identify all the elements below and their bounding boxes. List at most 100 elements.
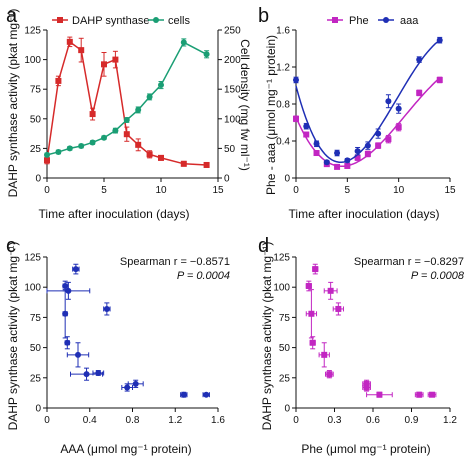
y2-tick-label: 100 xyxy=(224,114,241,125)
x-tick-label: 15 xyxy=(212,185,224,196)
panel-b-series-phe xyxy=(293,76,443,170)
panel-a-ylabel-left: DAHP synthase activity (pkat mg⁻¹) xyxy=(6,9,20,198)
data-point xyxy=(64,339,71,346)
panel-b-legend: Phe aaa xyxy=(327,15,419,27)
y-tick-label: 1.2 xyxy=(276,63,290,74)
panel-c-ylabel: DAHP synthase activity (pkat mg⁻¹) xyxy=(6,242,20,431)
panel-b-xlabel: Time after inoculation (days) xyxy=(289,207,440,221)
data-point xyxy=(354,154,361,161)
data-point xyxy=(416,391,423,398)
data-point xyxy=(78,47,85,54)
data-point xyxy=(416,56,423,63)
panel-c-letter: c xyxy=(6,235,16,257)
panel-b-ylabel: Phe - aaa (μmol mg⁻¹ protein) xyxy=(264,35,278,195)
data-point xyxy=(436,76,443,83)
x-tick-label: 0.3 xyxy=(328,415,342,426)
y-tick-label: 75 xyxy=(30,85,42,96)
y-tick-label: 25 xyxy=(30,144,42,155)
data-point xyxy=(180,39,187,46)
data-point xyxy=(65,287,72,294)
data-point xyxy=(344,157,351,164)
data-point xyxy=(55,148,62,155)
data-point xyxy=(158,82,164,89)
data-point xyxy=(146,151,153,158)
data-point xyxy=(62,310,69,317)
y-tick-label: 0 xyxy=(35,174,41,185)
x-tick-label: 10 xyxy=(393,185,405,196)
panel-b-axes: 0 5 10 15 0 0.4 0.8 1.2 1.6 xyxy=(276,26,456,197)
x-tick-label: 0 xyxy=(44,415,50,426)
data-point xyxy=(101,61,107,68)
x-tick-label: 1.2 xyxy=(168,415,182,426)
y-tick-label: 0 xyxy=(35,404,41,415)
data-point xyxy=(364,142,371,149)
data-point xyxy=(416,89,423,96)
y-tick-label: 75 xyxy=(279,313,291,324)
data-point xyxy=(203,391,210,398)
panel-b-series-aaa xyxy=(293,36,443,166)
y-tick-label: 100 xyxy=(24,55,41,66)
data-point xyxy=(158,154,164,161)
x-tick-label: 0.4 xyxy=(83,415,97,426)
panel-c-points xyxy=(46,263,210,398)
data-point xyxy=(66,145,73,152)
data-point xyxy=(101,134,107,141)
data-point xyxy=(55,77,62,84)
data-point xyxy=(103,305,110,312)
data-point xyxy=(135,106,142,113)
y2-tick-label: 0 xyxy=(224,174,230,185)
panel-a-xlabel: Time after inoculation (days) xyxy=(39,207,190,221)
data-point xyxy=(305,282,312,289)
panel-d-ylabel: DAHP synthase activity (pkat mg⁻¹) xyxy=(260,242,274,431)
panel-a-ylabel-right: Cell density (mg fw ml⁻¹) xyxy=(238,39,252,171)
panel-d-spearman: Spearman r = −0.8297 xyxy=(354,256,464,268)
x-tick-label: 5 xyxy=(345,185,351,196)
data-point xyxy=(83,371,90,378)
panel-d-axes: 0 0.3 0.6 0.9 1.2 0 25 50 75 100 125 xyxy=(273,253,457,427)
x-tick-label: 0.8 xyxy=(126,415,140,426)
y-tick-label: 50 xyxy=(30,343,42,354)
data-point xyxy=(313,140,320,147)
data-point xyxy=(313,150,320,157)
panel-c-axes: 0 0.4 0.8 1.2 1.6 0 25 50 75 100 125 xyxy=(24,253,225,427)
data-point xyxy=(72,266,79,273)
x-tick-label: 1.2 xyxy=(443,415,457,426)
y-tick-label: 0 xyxy=(284,174,290,185)
data-point xyxy=(112,56,119,63)
data-point xyxy=(364,150,371,157)
legend-cells-marker xyxy=(153,17,159,23)
data-point xyxy=(123,116,130,123)
data-point xyxy=(354,148,361,155)
data-point xyxy=(89,111,96,118)
data-point xyxy=(429,391,436,398)
legend-phe-label: Phe xyxy=(349,15,369,27)
legend-dahp-marker xyxy=(57,17,63,23)
y-tick-label: 100 xyxy=(24,283,41,294)
data-point xyxy=(44,151,50,158)
panel-c-xlabel: AAA (μmol mg⁻¹ protein) xyxy=(60,442,191,456)
data-point xyxy=(312,266,319,273)
y-tick-label: 0 xyxy=(284,404,290,415)
data-point xyxy=(326,371,333,378)
data-point xyxy=(112,127,119,134)
data-point xyxy=(375,130,382,137)
data-point xyxy=(344,162,351,169)
data-point xyxy=(303,131,310,138)
data-point xyxy=(78,143,85,150)
y-tick-label: 50 xyxy=(279,343,291,354)
legend-dahp-label: DAHP synthase xyxy=(72,15,149,27)
data-point xyxy=(180,160,187,167)
data-point xyxy=(203,161,210,168)
data-point xyxy=(180,391,187,398)
y-tick-label: 0.8 xyxy=(276,100,290,111)
data-point xyxy=(308,310,315,317)
data-point xyxy=(375,142,382,149)
panel-a-legend: DAHP synthase cells xyxy=(52,15,191,27)
data-point xyxy=(293,115,299,122)
y-tick-label: 1.6 xyxy=(276,26,290,37)
x-tick-label: 1.6 xyxy=(211,415,225,426)
data-point xyxy=(363,384,370,391)
data-point xyxy=(66,38,73,45)
